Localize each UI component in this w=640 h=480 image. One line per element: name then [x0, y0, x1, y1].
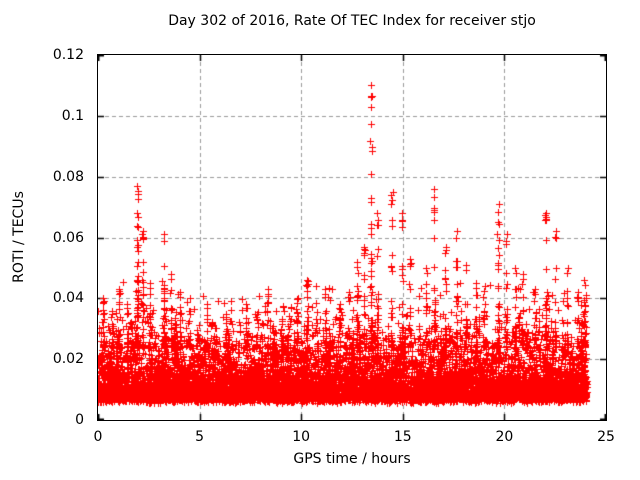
y-axis-label: ROTI / TECUs — [11, 191, 27, 283]
y-tick-label: 0.04 — [52, 290, 84, 307]
x-tick-label: 0 — [93, 429, 103, 445]
x-tick-label: 25 — [597, 429, 615, 445]
y-tick-label: 0.02 — [52, 351, 84, 368]
scatter-canvas — [98, 55, 606, 420]
y-tick-label: 0.06 — [52, 229, 84, 246]
y-tick-label: 0.12 — [52, 47, 84, 63]
x-tick-label: 20 — [495, 429, 514, 445]
x-tick-label: 10 — [292, 429, 311, 445]
y-tick-label: 0.08 — [52, 168, 84, 185]
chart-title: Day 302 of 2016, Rate Of TEC Index for r… — [168, 13, 536, 29]
x-axis-label: GPS time / hours — [293, 451, 411, 467]
plot-area — [97, 54, 607, 421]
x-tick-label: 5 — [195, 429, 205, 445]
y-tick-label: 0.1 — [61, 107, 84, 124]
x-tick-label: 15 — [393, 429, 412, 445]
y-tick-label: 0 — [75, 412, 84, 428]
